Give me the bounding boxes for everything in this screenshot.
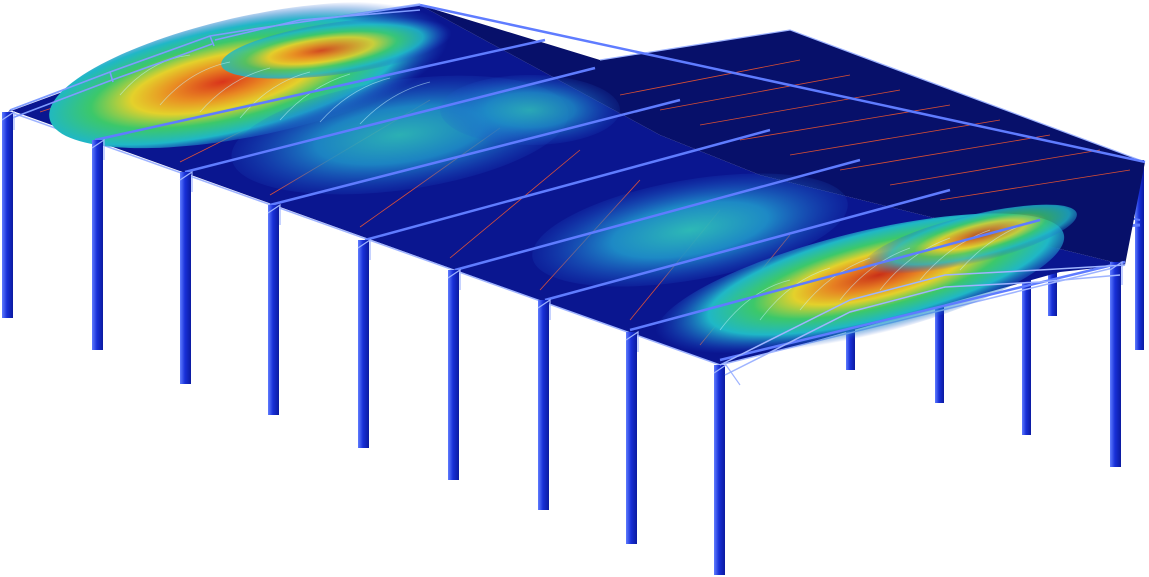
gable-frame-right bbox=[719, 264, 1126, 376]
roof-beams bbox=[94, 3, 1146, 362]
roof-plane-back bbox=[420, 5, 1145, 265]
deformation-contours bbox=[49, 1, 1077, 357]
front-columns bbox=[1, 110, 1123, 575]
ridge-frame bbox=[9, 4, 421, 119]
